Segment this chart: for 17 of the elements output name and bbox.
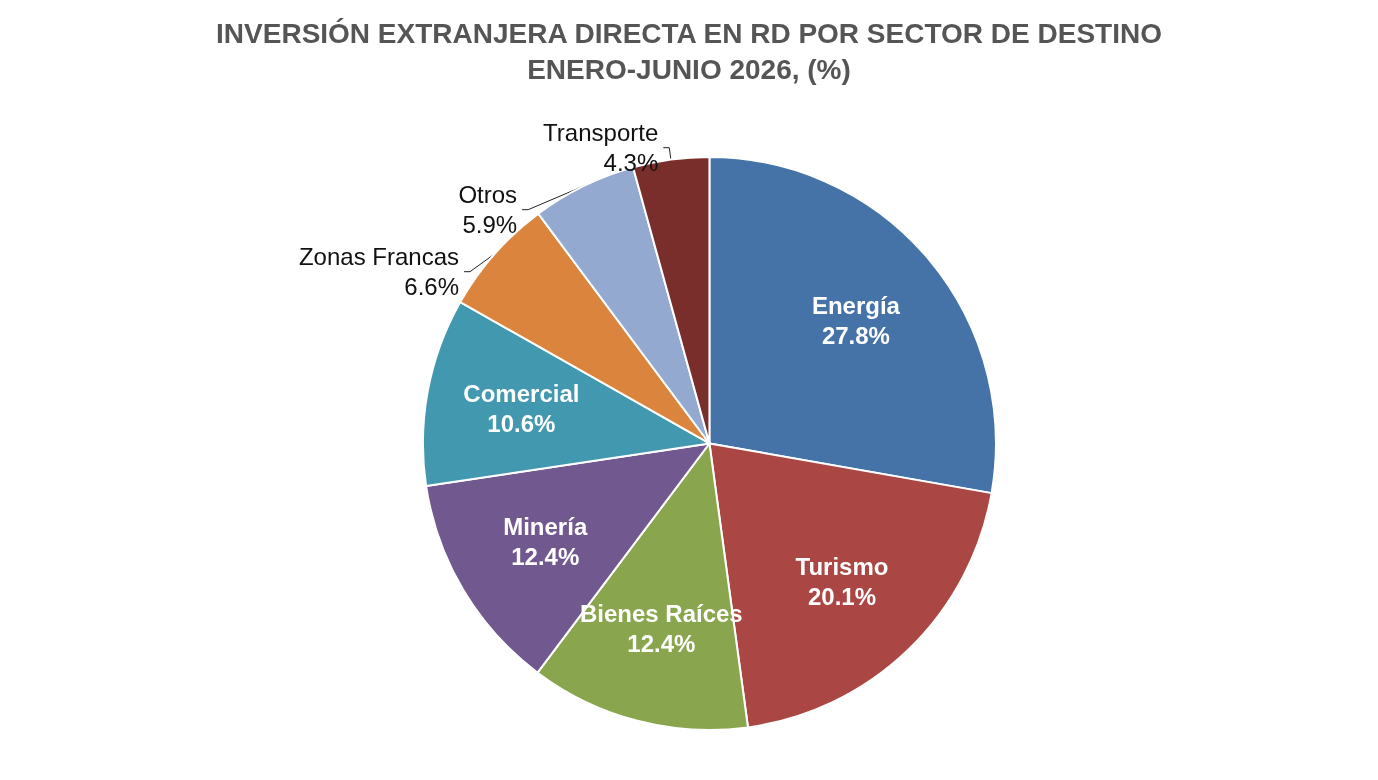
slice-label: Transporte <box>543 119 659 147</box>
slice-label: Energía <box>811 292 901 320</box>
slice-label: Turismo <box>795 552 889 580</box>
data-label: 5.9% <box>462 211 518 239</box>
data-label: 6.6% <box>404 273 460 301</box>
slice-label: Zonas Francas <box>298 243 460 271</box>
data-label: 10.6% <box>487 410 556 438</box>
chart-subtitle: ENERO-JUNIO 2026, (%) <box>527 53 851 85</box>
data-label: 12.4% <box>511 543 580 571</box>
data-label: 4.3% <box>603 149 659 177</box>
slice-label: Comercial <box>463 380 580 408</box>
data-label: 20.1% <box>807 582 877 610</box>
slice-label: Otros <box>458 181 518 209</box>
chart-title: INVERSIÓN EXTRANJERA DIRECTA EN RD POR SECTOR DE DESTINO <box>216 17 1162 49</box>
data-label: 12.4% <box>627 630 696 658</box>
slice-label: Minería <box>503 513 588 541</box>
data-label: 27.8% <box>821 322 890 350</box>
